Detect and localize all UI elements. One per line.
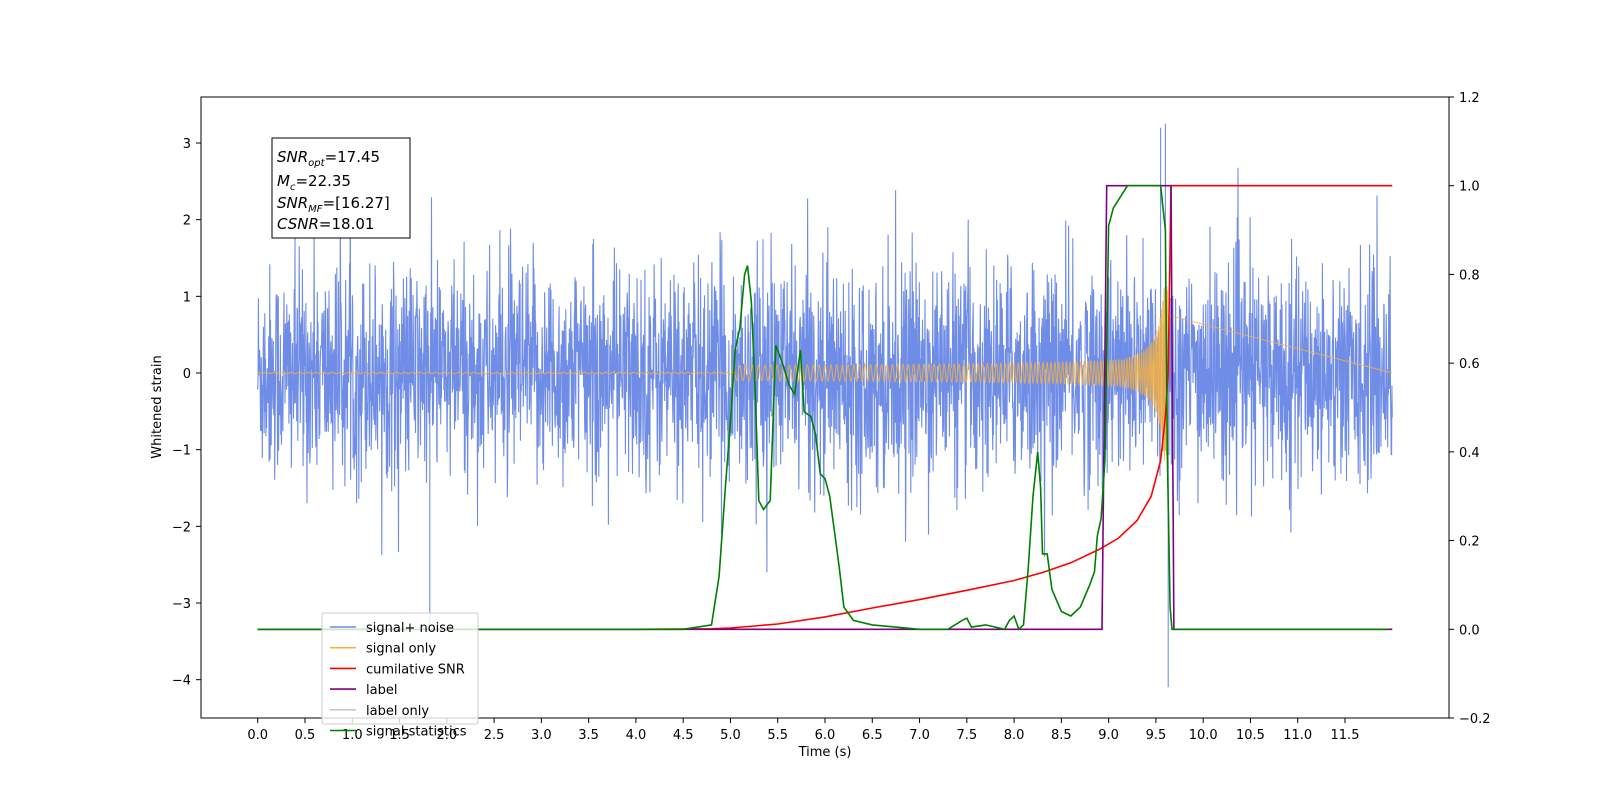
series-signal-statistics (257, 184, 1388, 631)
x-axis: 0.0 0.5 1.0 1.5 2.0 2.5 3.0 3.5 4.0 4.5 5.0 5.5 6.0 6… (247, 718, 1359, 743)
plot-series (257, 123, 1393, 688)
y-right-tick-label: 0.4 (1459, 446, 1480, 461)
x-tick-label: 2.0 (436, 728, 457, 743)
series-signal-noise (257, 123, 1393, 688)
x-tick-label: 10.5 (1236, 728, 1265, 743)
x-tick-label: 4.5 (673, 728, 694, 743)
y-left-tick-label: 2 (183, 214, 191, 229)
stat-snr-opt: SNRopt=17.45 (277, 148, 380, 169)
y-left-tick-label: 1 (183, 290, 191, 305)
x-tick-label: 9.5 (1146, 728, 1167, 743)
y-left-tick-label: −4 (172, 674, 191, 689)
x-tick-label: 3.5 (578, 728, 599, 743)
y-right-tick-label: 0.6 (1459, 357, 1480, 372)
x-tick-label: 6.5 (862, 728, 883, 743)
legend-label: signal+ noise (366, 621, 454, 636)
y-axis-left: 3 2 1 0 −1 −2 −3 −4 (172, 137, 201, 689)
stat-snr-mf: SNRMF=[16.27] (277, 194, 390, 215)
y-right-tick-label: 1.0 (1459, 180, 1480, 195)
y-right-tick-label: −0.2 (1459, 712, 1491, 727)
x-tick-label: 9.0 (1098, 728, 1119, 743)
series-signal-only (257, 286, 1393, 462)
x-tick-label: 0.0 (247, 728, 268, 743)
x-tick-label: 5.5 (767, 728, 788, 743)
x-tick-label: 11.5 (1331, 728, 1360, 743)
y-left-tick-label: 0 (183, 367, 191, 382)
x-tick-label: 0.5 (295, 728, 316, 743)
x-tick-label: 11.0 (1283, 728, 1312, 743)
y-left-tick-label: −1 (172, 444, 191, 459)
x-tick-label: 1.5 (389, 728, 410, 743)
stat-csnr: CSNR=18.01 (277, 215, 374, 233)
x-tick-label: 7.0 (909, 728, 930, 743)
legend: signal+ noise signal only cumilative SNR la… (321, 612, 479, 740)
x-tick-label: 6.0 (815, 728, 836, 743)
stats-box: SNRopt=17.45 Mc=22.35 SNRMF=[16.27] CSNR… (271, 137, 411, 239)
y-left-tick-label: 3 (183, 137, 191, 152)
y-right-tick-label: 0.2 (1459, 535, 1480, 550)
y-axis-right: 1.2 1.0 0.8 0.6 0.4 0.2 0.0 −0.2 (1449, 91, 1491, 727)
series-cumilative-snr (257, 184, 1393, 631)
x-tick-label: 1.0 (342, 728, 363, 743)
y-right-tick-label: 0.0 (1459, 623, 1480, 638)
y-left-tick-label: −3 (172, 597, 191, 612)
x-axis-label: Time (s) (798, 745, 852, 760)
legend-label: label (366, 683, 397, 698)
x-tick-label: 8.0 (1004, 728, 1025, 743)
y-right-tick-label: 1.2 (1459, 91, 1480, 106)
x-tick-label: 10.0 (1189, 728, 1218, 743)
legend-label: cumilative SNR (366, 662, 465, 677)
x-tick-label: 4.0 (626, 728, 647, 743)
stat-mc: Mc=22.35 (277, 172, 351, 193)
y-left-tick-label: −2 (172, 520, 191, 535)
x-tick-label: 5.0 (720, 728, 741, 743)
x-tick-label: 8.5 (1051, 728, 1072, 743)
y-axis-label: Whitened strain (150, 355, 165, 458)
legend-label: signal only (366, 642, 436, 657)
x-tick-label: 7.5 (956, 728, 977, 743)
x-tick-label: 3.0 (531, 728, 552, 743)
x-tick-label: 2.5 (484, 728, 505, 743)
legend-label: label only (366, 704, 429, 719)
legend-label: signal statistics (366, 725, 467, 740)
y-right-tick-label: 0.8 (1459, 268, 1480, 283)
